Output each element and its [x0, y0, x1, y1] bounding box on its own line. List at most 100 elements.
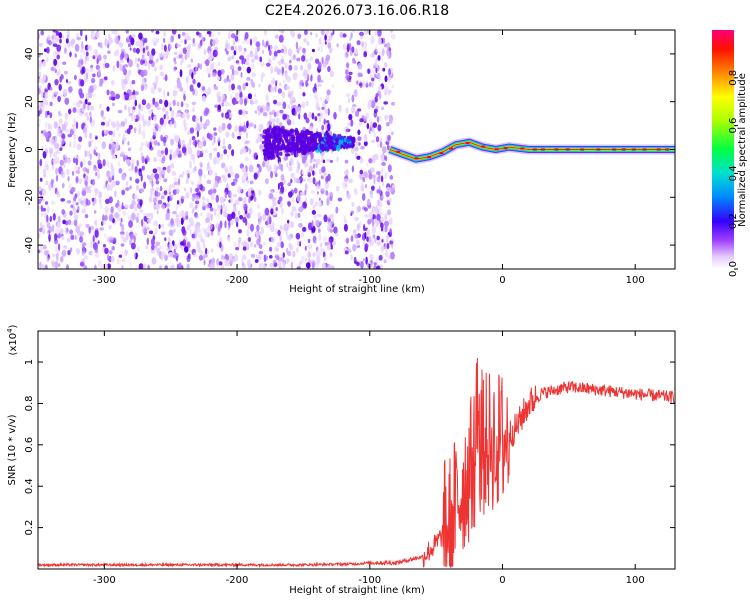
noise-speck [318, 197, 321, 201]
noise-speck [178, 239, 182, 247]
noise-speck [378, 206, 382, 214]
noise-speck [147, 264, 150, 269]
noise-speck [225, 131, 230, 138]
noise-speck [390, 251, 395, 260]
noise-speck [375, 67, 378, 74]
noise-speck [150, 86, 155, 95]
noise-speck [372, 154, 377, 161]
noise-speck [141, 165, 145, 171]
noise-speck [272, 77, 275, 85]
noise-speck [127, 161, 131, 167]
band-speck [303, 142, 307, 149]
noise-speck [342, 33, 347, 38]
noise-speck [164, 265, 168, 269]
noise-speck [163, 53, 166, 60]
noise-speck [107, 50, 111, 54]
noise-speck [57, 142, 60, 149]
noise-speck [320, 188, 325, 194]
noise-speck [379, 211, 383, 216]
noise-speck [156, 248, 160, 257]
noise-speck [384, 91, 387, 96]
noise-speck [176, 200, 180, 205]
noise-speck [139, 40, 144, 49]
noise-speck [121, 173, 126, 181]
noise-speck [39, 42, 43, 47]
noise-speck [320, 97, 323, 101]
noise-speck [391, 101, 395, 106]
noise-speck [171, 170, 177, 176]
noise-speck [59, 159, 64, 166]
noise-speck [277, 49, 281, 54]
noise-speck [64, 227, 68, 235]
noise-speck [321, 155, 324, 164]
noise-speck [100, 109, 104, 117]
noise-speck [350, 235, 354, 242]
noise-speck [360, 260, 364, 269]
noise-speck [280, 48, 285, 53]
noise-speck [75, 176, 79, 183]
noise-speck [380, 245, 385, 252]
noise-speck [301, 178, 306, 182]
noise-speck [172, 89, 177, 97]
noise-speck [359, 172, 364, 181]
noise-speck [177, 43, 181, 48]
noise-speck [166, 165, 171, 174]
noise-speck [377, 199, 380, 207]
noise-speck [326, 244, 331, 251]
noise-speck [275, 117, 280, 125]
noise-speck [242, 83, 246, 91]
noise-speck [155, 58, 159, 63]
noise-speck [42, 150, 47, 159]
noise-speck [116, 49, 119, 54]
noise-speck [241, 52, 246, 57]
noise-speck [90, 77, 96, 84]
noise-speck [81, 59, 84, 66]
noise-speck [92, 179, 95, 186]
noise-speck [311, 210, 316, 215]
noise-speck [320, 43, 323, 50]
noise-speck [377, 124, 382, 132]
noise-speck [54, 137, 58, 144]
noise-speck [230, 190, 233, 199]
noise-speck [89, 225, 95, 230]
noise-speck [231, 211, 236, 219]
noise-speck [353, 89, 358, 98]
noise-speck [259, 107, 264, 113]
noise-speck [230, 33, 236, 39]
noise-speck [104, 247, 109, 255]
noise-speck [298, 222, 303, 228]
noise-speck [368, 212, 373, 220]
noise-speck [234, 173, 240, 179]
noise-speck [134, 91, 139, 96]
noise-speck [86, 115, 90, 121]
noise-speck [102, 159, 106, 167]
noise-speck [170, 218, 174, 226]
noise-speck [69, 229, 73, 235]
noise-speck [59, 75, 62, 83]
noise-speck [181, 245, 184, 251]
band-speck [291, 138, 294, 143]
noise-speck [307, 62, 312, 70]
noise-speck [252, 192, 257, 199]
noise-speck [64, 97, 70, 106]
noise-speck [162, 106, 166, 113]
noise-speck [156, 209, 159, 215]
noise-speck [294, 211, 298, 220]
noise-speck [387, 254, 392, 260]
noise-speck [104, 206, 109, 213]
top-ytick-label: -40 [24, 237, 35, 253]
noise-speck [373, 108, 378, 114]
noise-speck [369, 81, 372, 88]
noise-speck [384, 225, 388, 233]
noise-speck [154, 84, 157, 90]
noise-speck [305, 72, 309, 81]
noise-speck [325, 120, 330, 124]
noise-speck [173, 151, 177, 159]
noise-speck [150, 109, 154, 114]
noise-speck [308, 111, 313, 118]
noise-speck [99, 78, 105, 84]
noise-speck [377, 64, 380, 72]
band-speck [261, 140, 266, 145]
noise-speck [276, 68, 281, 75]
noise-speck [312, 170, 315, 176]
